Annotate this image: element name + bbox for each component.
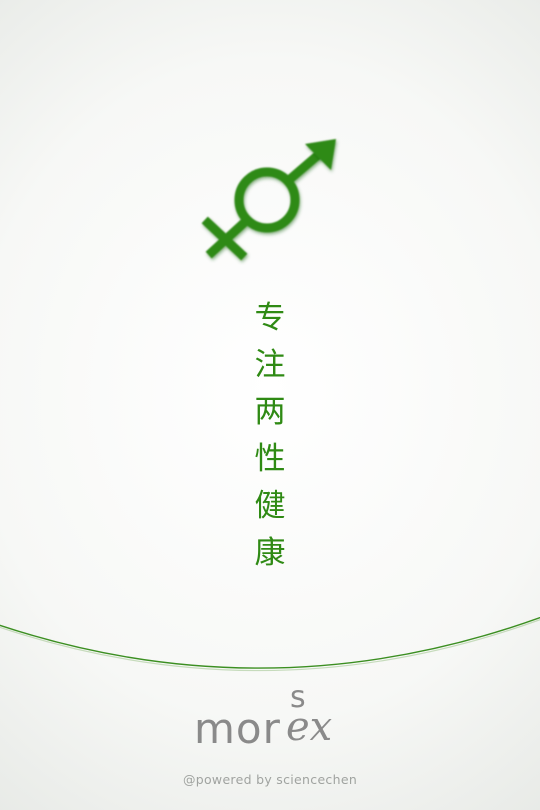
slogan-char: 两 <box>254 394 286 430</box>
slogan-char: 康 <box>254 535 286 571</box>
slogan-char: 注 <box>254 347 286 383</box>
logo-text-italic: ex <box>286 704 333 750</box>
powered-by-credit: @powered by sciencechen <box>182 772 358 787</box>
green-arc-divider <box>0 616 540 672</box>
slogan-vertical: 专 注 两 性 健 康 <box>240 295 300 577</box>
slogan-char: 专 <box>254 300 286 336</box>
logo-text-main: mor <box>194 704 281 753</box>
slogan-char: 健 <box>254 488 286 524</box>
app-logo: mor s ex <box>190 680 360 753</box>
gender-symbol-icon <box>201 139 336 261</box>
logo-text-superscript: s <box>290 680 306 715</box>
slogan-char: 性 <box>254 441 286 477</box>
